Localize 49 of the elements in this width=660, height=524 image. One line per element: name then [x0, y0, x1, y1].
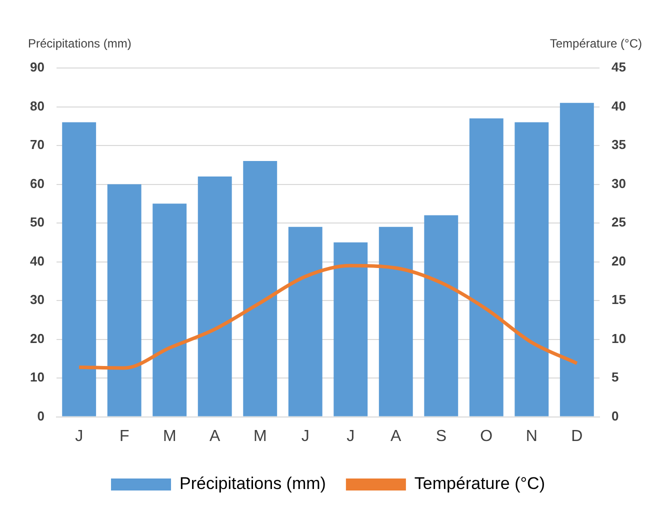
y2-tick-label: 15: [612, 292, 626, 308]
x-tick-label: F: [119, 428, 130, 445]
y-tick-label: 80: [30, 98, 44, 114]
y-tick-label: 60: [30, 176, 44, 191]
bar: [243, 161, 278, 416]
y-axis-title: Précipitations (mm): [28, 36, 132, 50]
legend-label: Précipitations (mm): [180, 474, 326, 494]
x-tick-label: J: [346, 428, 355, 445]
x-tick-label: M: [162, 428, 176, 445]
bar: [152, 204, 187, 416]
y2-tick-label: 0: [612, 408, 619, 424]
y-tick-label: 0: [37, 408, 44, 424]
bar: [469, 118, 504, 416]
legend-label: Température (°C): [414, 474, 545, 494]
bar: [107, 184, 142, 416]
y-tick-label: 30: [30, 292, 44, 308]
bar: [334, 242, 368, 416]
line-series: [77, 264, 579, 370]
x-tick-label: O: [480, 428, 493, 445]
y2-tick-label: 40: [612, 98, 626, 114]
x-tick-label: D: [571, 428, 583, 445]
x-tick-label: J: [75, 428, 84, 445]
y-tick-label: 20: [30, 330, 44, 346]
bar: [560, 102, 594, 416]
y2-tick-label: 10: [612, 330, 626, 346]
y-tick-label: 50: [30, 214, 44, 230]
x-tick-label: M: [253, 428, 267, 445]
y2-tick-label: 25: [612, 214, 626, 230]
x-tick-label: A: [210, 428, 221, 445]
x-tick-label: N: [526, 428, 538, 445]
x-tick-label: A: [390, 428, 402, 445]
bar: [62, 122, 96, 416]
bar: [514, 122, 549, 416]
y-tick-label: 70: [30, 137, 44, 152]
bar: [198, 176, 232, 416]
y2-tick-label: 35: [612, 137, 626, 152]
y2-tick-label: 5: [612, 370, 619, 385]
bar: [424, 215, 458, 416]
y-tick-label: 90: [30, 60, 44, 75]
y2-tick-label: 20: [612, 253, 626, 268]
y-tick-label: 10: [30, 370, 44, 385]
y-tick-label: 40: [30, 253, 44, 268]
x-tick-label: S: [436, 428, 446, 445]
bar: [288, 226, 322, 416]
y2-axis-title: Température (°C): [550, 36, 642, 50]
bar: [378, 226, 413, 416]
x-tick-label: J: [301, 428, 310, 445]
y2-tick-label: 45: [612, 60, 626, 75]
y2-tick-label: 30: [612, 176, 626, 191]
